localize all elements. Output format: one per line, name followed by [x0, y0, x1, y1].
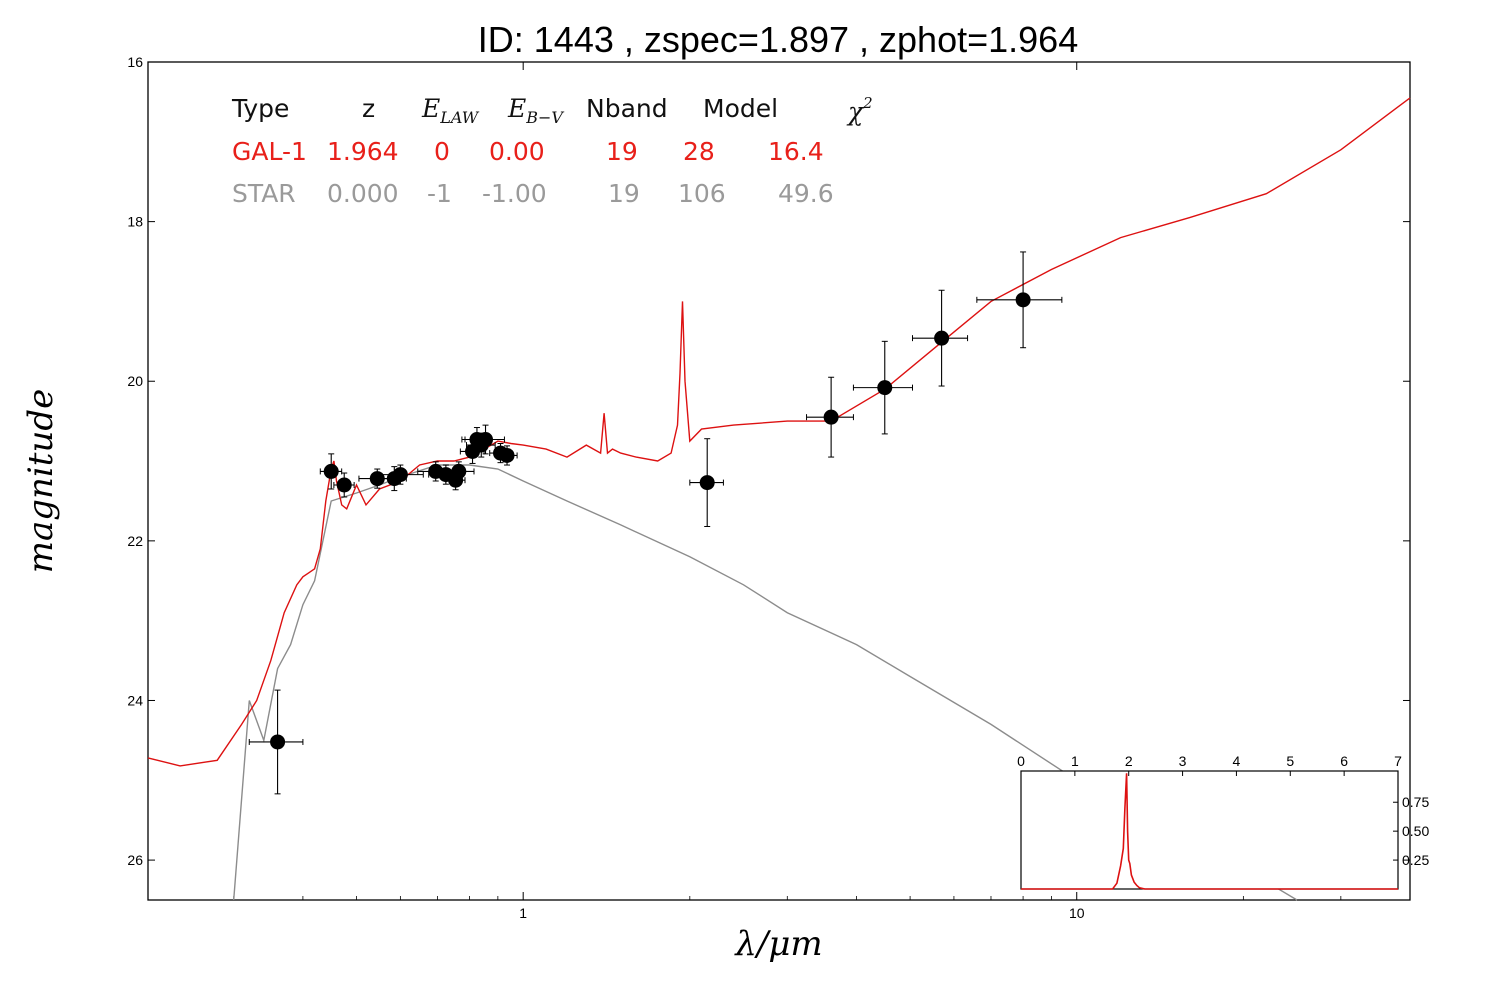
table-header-ebv: EB−V [507, 94, 564, 127]
star-nband: 19 [608, 179, 640, 208]
y-tick-label: 18 [127, 214, 143, 230]
inset-x-tick-label: 6 [1340, 753, 1348, 769]
photometry-layer [248, 251, 1063, 795]
x-axis-label: λ/μm [733, 924, 822, 964]
y-tick-label: 24 [127, 692, 143, 708]
x-tick-label: 10 [1069, 905, 1085, 921]
chart-title: ID: 1443 , zspec=1.897 , zphot=1.964 [478, 19, 1078, 60]
gal-elaw: 0 [434, 137, 450, 166]
y-tick-label: 20 [127, 373, 143, 389]
table-header-model: Model [703, 94, 778, 123]
plot-frame [147, 61, 1411, 901]
gal-ebv: 0.00 [489, 137, 545, 166]
x-tick-label: 1 [519, 905, 527, 921]
y-tick-label: 22 [127, 533, 143, 549]
y-axis-label: magnitude [21, 389, 61, 574]
inset-x-tick-label: 5 [1286, 753, 1294, 769]
y-tick-label: 26 [127, 852, 143, 868]
table-header-chi2-sup: 2 [862, 94, 873, 112]
photometry-point [934, 330, 950, 346]
table-header-elaw: ELAW [421, 94, 480, 127]
star-model-line [233, 464, 1298, 901]
table-header-elaw-sub: LAW [439, 108, 480, 127]
gal-nband: 19 [606, 137, 638, 166]
y-tick-label: 16 [127, 54, 143, 70]
inset-pdz-line [1021, 773, 1398, 890]
galaxy-model-line [147, 97, 1411, 767]
inset-pdz-plot: 0 1 2 3 4 5 6 7 0.25 0.50 0.75 [1017, 753, 1429, 890]
galaxy-model-layer [147, 97, 1411, 767]
inset-x-tick-label: 3 [1179, 753, 1187, 769]
inset-y-tick-label: 0.75 [1402, 794, 1429, 810]
x-axis-ticks: 1 10 [233, 62, 1411, 921]
photometry-point [877, 380, 893, 396]
star-chi2: 49.6 [778, 179, 834, 208]
inset-x-ticks: 0 1 2 3 4 5 6 7 [1017, 753, 1402, 776]
inset-frame [1020, 770, 1399, 890]
star-z: 0.000 [327, 179, 399, 208]
inset-x-tick-label: 2 [1125, 753, 1133, 769]
inset-y-tick-label: 0.25 [1402, 852, 1429, 868]
star-model-layer [233, 464, 1298, 901]
inset-x-tick-label: 4 [1233, 753, 1241, 769]
gal-model: 28 [683, 137, 715, 166]
inset-x-tick-label: 0 [1017, 753, 1025, 769]
star-elaw: -1 [427, 179, 452, 208]
photometry-point [478, 431, 494, 447]
table-header-z: z [362, 94, 375, 123]
table-row-star: STAR 0.000 -1 -1.00 19 106 49.6 [232, 179, 834, 208]
table-header-nband: Nband [586, 94, 668, 123]
star-model: 106 [678, 179, 726, 208]
inset-x-tick-label: 1 [1071, 753, 1079, 769]
table-header-chi2: χ2 [846, 94, 873, 126]
inset-y-ticks: 0.25 0.50 0.75 [1393, 794, 1429, 868]
photometry-point [1015, 292, 1031, 308]
gal-z: 1.964 [327, 137, 399, 166]
photometry-point [499, 447, 515, 463]
gal-type: GAL-1 [232, 137, 307, 166]
photometry-point [699, 475, 715, 491]
photometry-point [270, 734, 286, 750]
inset-x-tick-label: 7 [1394, 753, 1402, 769]
photometry-point [451, 463, 467, 479]
table-header-ebv-sub: B−V [525, 108, 564, 127]
photometry-point [336, 477, 352, 493]
results-table: Type z ELAW EB−V Nband Model χ2 GAL-1 1.… [231, 94, 873, 208]
inset-pdz-layer [1021, 773, 1398, 890]
gal-chi2: 16.4 [768, 137, 824, 166]
star-type: STAR [232, 179, 296, 208]
inset-y-tick-label: 0.50 [1402, 823, 1429, 839]
photometry-point [823, 409, 839, 425]
photometry-point [323, 463, 339, 479]
photometry-point [392, 467, 408, 483]
star-ebv: -1.00 [482, 179, 547, 208]
table-header-type: Type [231, 94, 289, 123]
table-row-galaxy: GAL-1 1.964 0 0.00 19 28 16.4 [232, 137, 824, 166]
